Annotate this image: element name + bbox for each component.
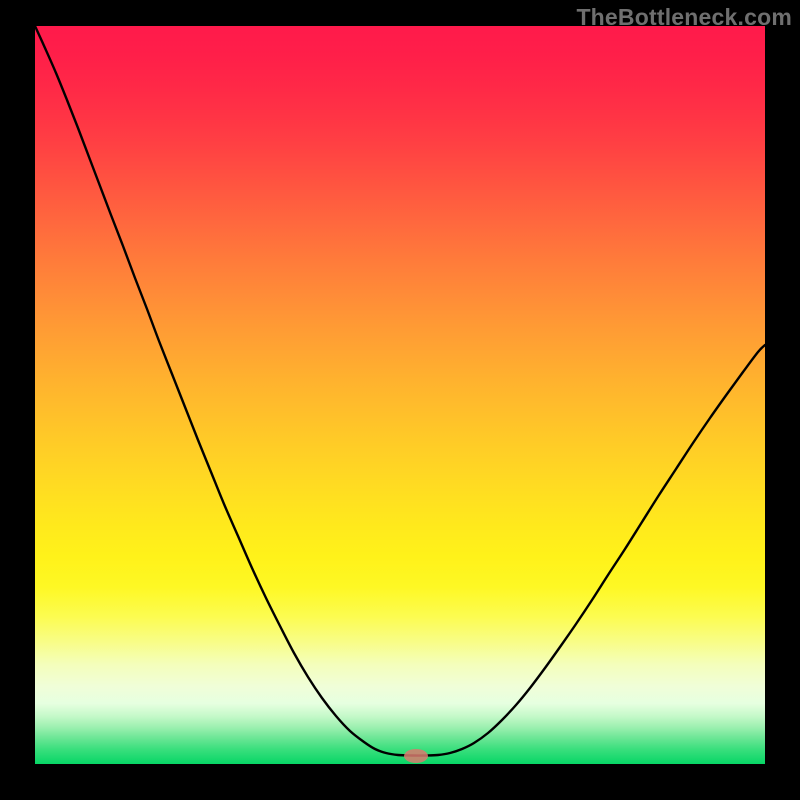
optimal-point-marker	[404, 749, 428, 763]
watermark-label: TheBottleneck.com	[576, 4, 792, 31]
chart-svg	[0, 0, 800, 800]
chart-container: TheBottleneck.com	[0, 0, 800, 800]
plot-gradient-area	[35, 26, 765, 764]
